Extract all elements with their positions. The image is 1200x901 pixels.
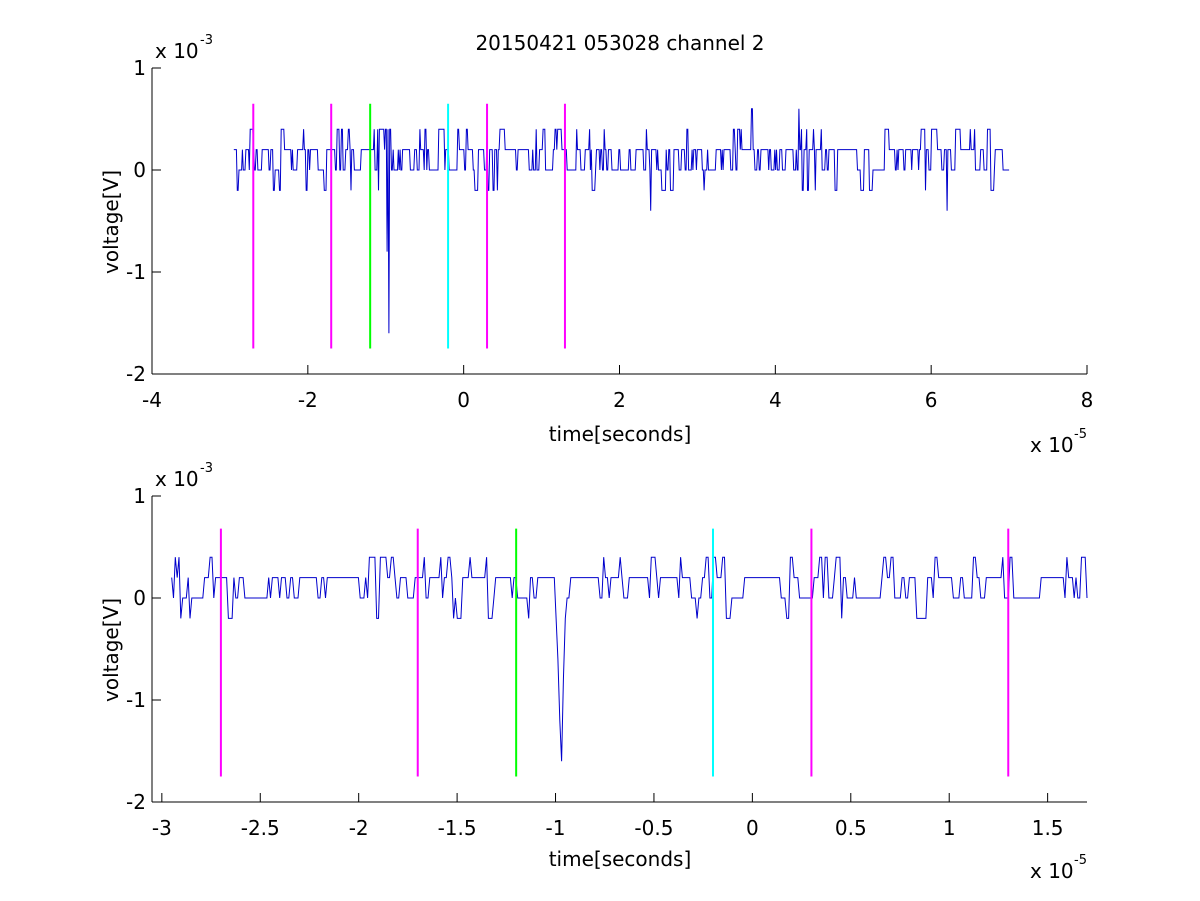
- top-x-axis-label: time[seconds]: [549, 422, 692, 446]
- top-y-tick-label: -1: [126, 260, 146, 284]
- bottom-y-scale-label: x 10: [155, 467, 199, 491]
- bottom-voltage-trace: [171, 556, 1088, 762]
- top-y-tick-label: 1: [133, 56, 146, 80]
- bottom-plot: -3 -2.5 -2 -1.5 -1 -0.5 0 0.5 1 1.5 -2 -1 0 1 time[se…: [99, 461, 1088, 883]
- bottom-x-tick-label: -0.5: [634, 816, 673, 840]
- top-x-scale-label: x 10: [1030, 433, 1074, 457]
- bottom-series-area: -3 -2.5 -2 -1.5 -1 -0.5 0 0.5 1 1.5 -2 -1 0 1: [126, 484, 1088, 840]
- bottom-x-tick-label: 0: [746, 816, 759, 840]
- bottom-x-tick-label: 0.5: [835, 816, 867, 840]
- top-series-area: -4 -2 0 2 4 6 8-2-101: [126, 56, 1093, 412]
- bottom-y-tick-label: -2: [126, 790, 146, 814]
- top-x-tick-label: -4: [142, 388, 162, 412]
- top-x-tick-label: 0: [457, 388, 470, 412]
- top-x-tick-label: 6: [925, 388, 938, 412]
- bottom-x-tick-label: -2.5: [241, 816, 280, 840]
- bottom-x-tick-label: -1.5: [438, 816, 477, 840]
- top-y-axis-label: voltage[V]: [99, 170, 123, 274]
- top-x-tick-label: 2: [613, 388, 626, 412]
- bottom-x-tick-label: -3: [152, 816, 172, 840]
- top-plot: 20150421 053028 channel 2 -4 -2 0 2 4 6 8-2-10…: [99, 31, 1093, 457]
- bottom-y-axis-label: voltage[V]: [99, 598, 123, 702]
- top-x-scale-exponent: -5: [1074, 427, 1087, 442]
- bottom-x-tick-label: -2: [349, 816, 369, 840]
- bottom-x-tick-label: 1: [943, 816, 956, 840]
- bottom-y-scale-exponent: -3: [200, 461, 213, 476]
- bottom-x-scale-exponent: -5: [1074, 853, 1087, 868]
- top-x-tick-label: 8: [1081, 388, 1094, 412]
- top-y-tick-label: -2: [126, 362, 146, 386]
- bottom-x-tick-label: 1.5: [1032, 816, 1064, 840]
- bottom-x-tick-label: -1: [546, 816, 566, 840]
- bottom-x-axis-label: time[seconds]: [549, 847, 692, 871]
- bottom-y-tick-label: 1: [133, 484, 146, 508]
- top-x-tick-label: 4: [769, 388, 782, 412]
- bottom-x-scale-label: x 10: [1030, 859, 1074, 883]
- bottom-y-tick-label: -1: [126, 688, 146, 712]
- top-x-tick-label: -2: [298, 388, 318, 412]
- chart-title: 20150421 053028 channel 2: [475, 31, 764, 55]
- top-y-tick-label: 0: [133, 158, 146, 182]
- bottom-y-tick-label: 0: [133, 586, 146, 610]
- top-y-scale-label: x 10: [155, 39, 199, 63]
- top-y-scale-exponent: -3: [200, 33, 213, 48]
- top-voltage-trace: [233, 108, 1010, 334]
